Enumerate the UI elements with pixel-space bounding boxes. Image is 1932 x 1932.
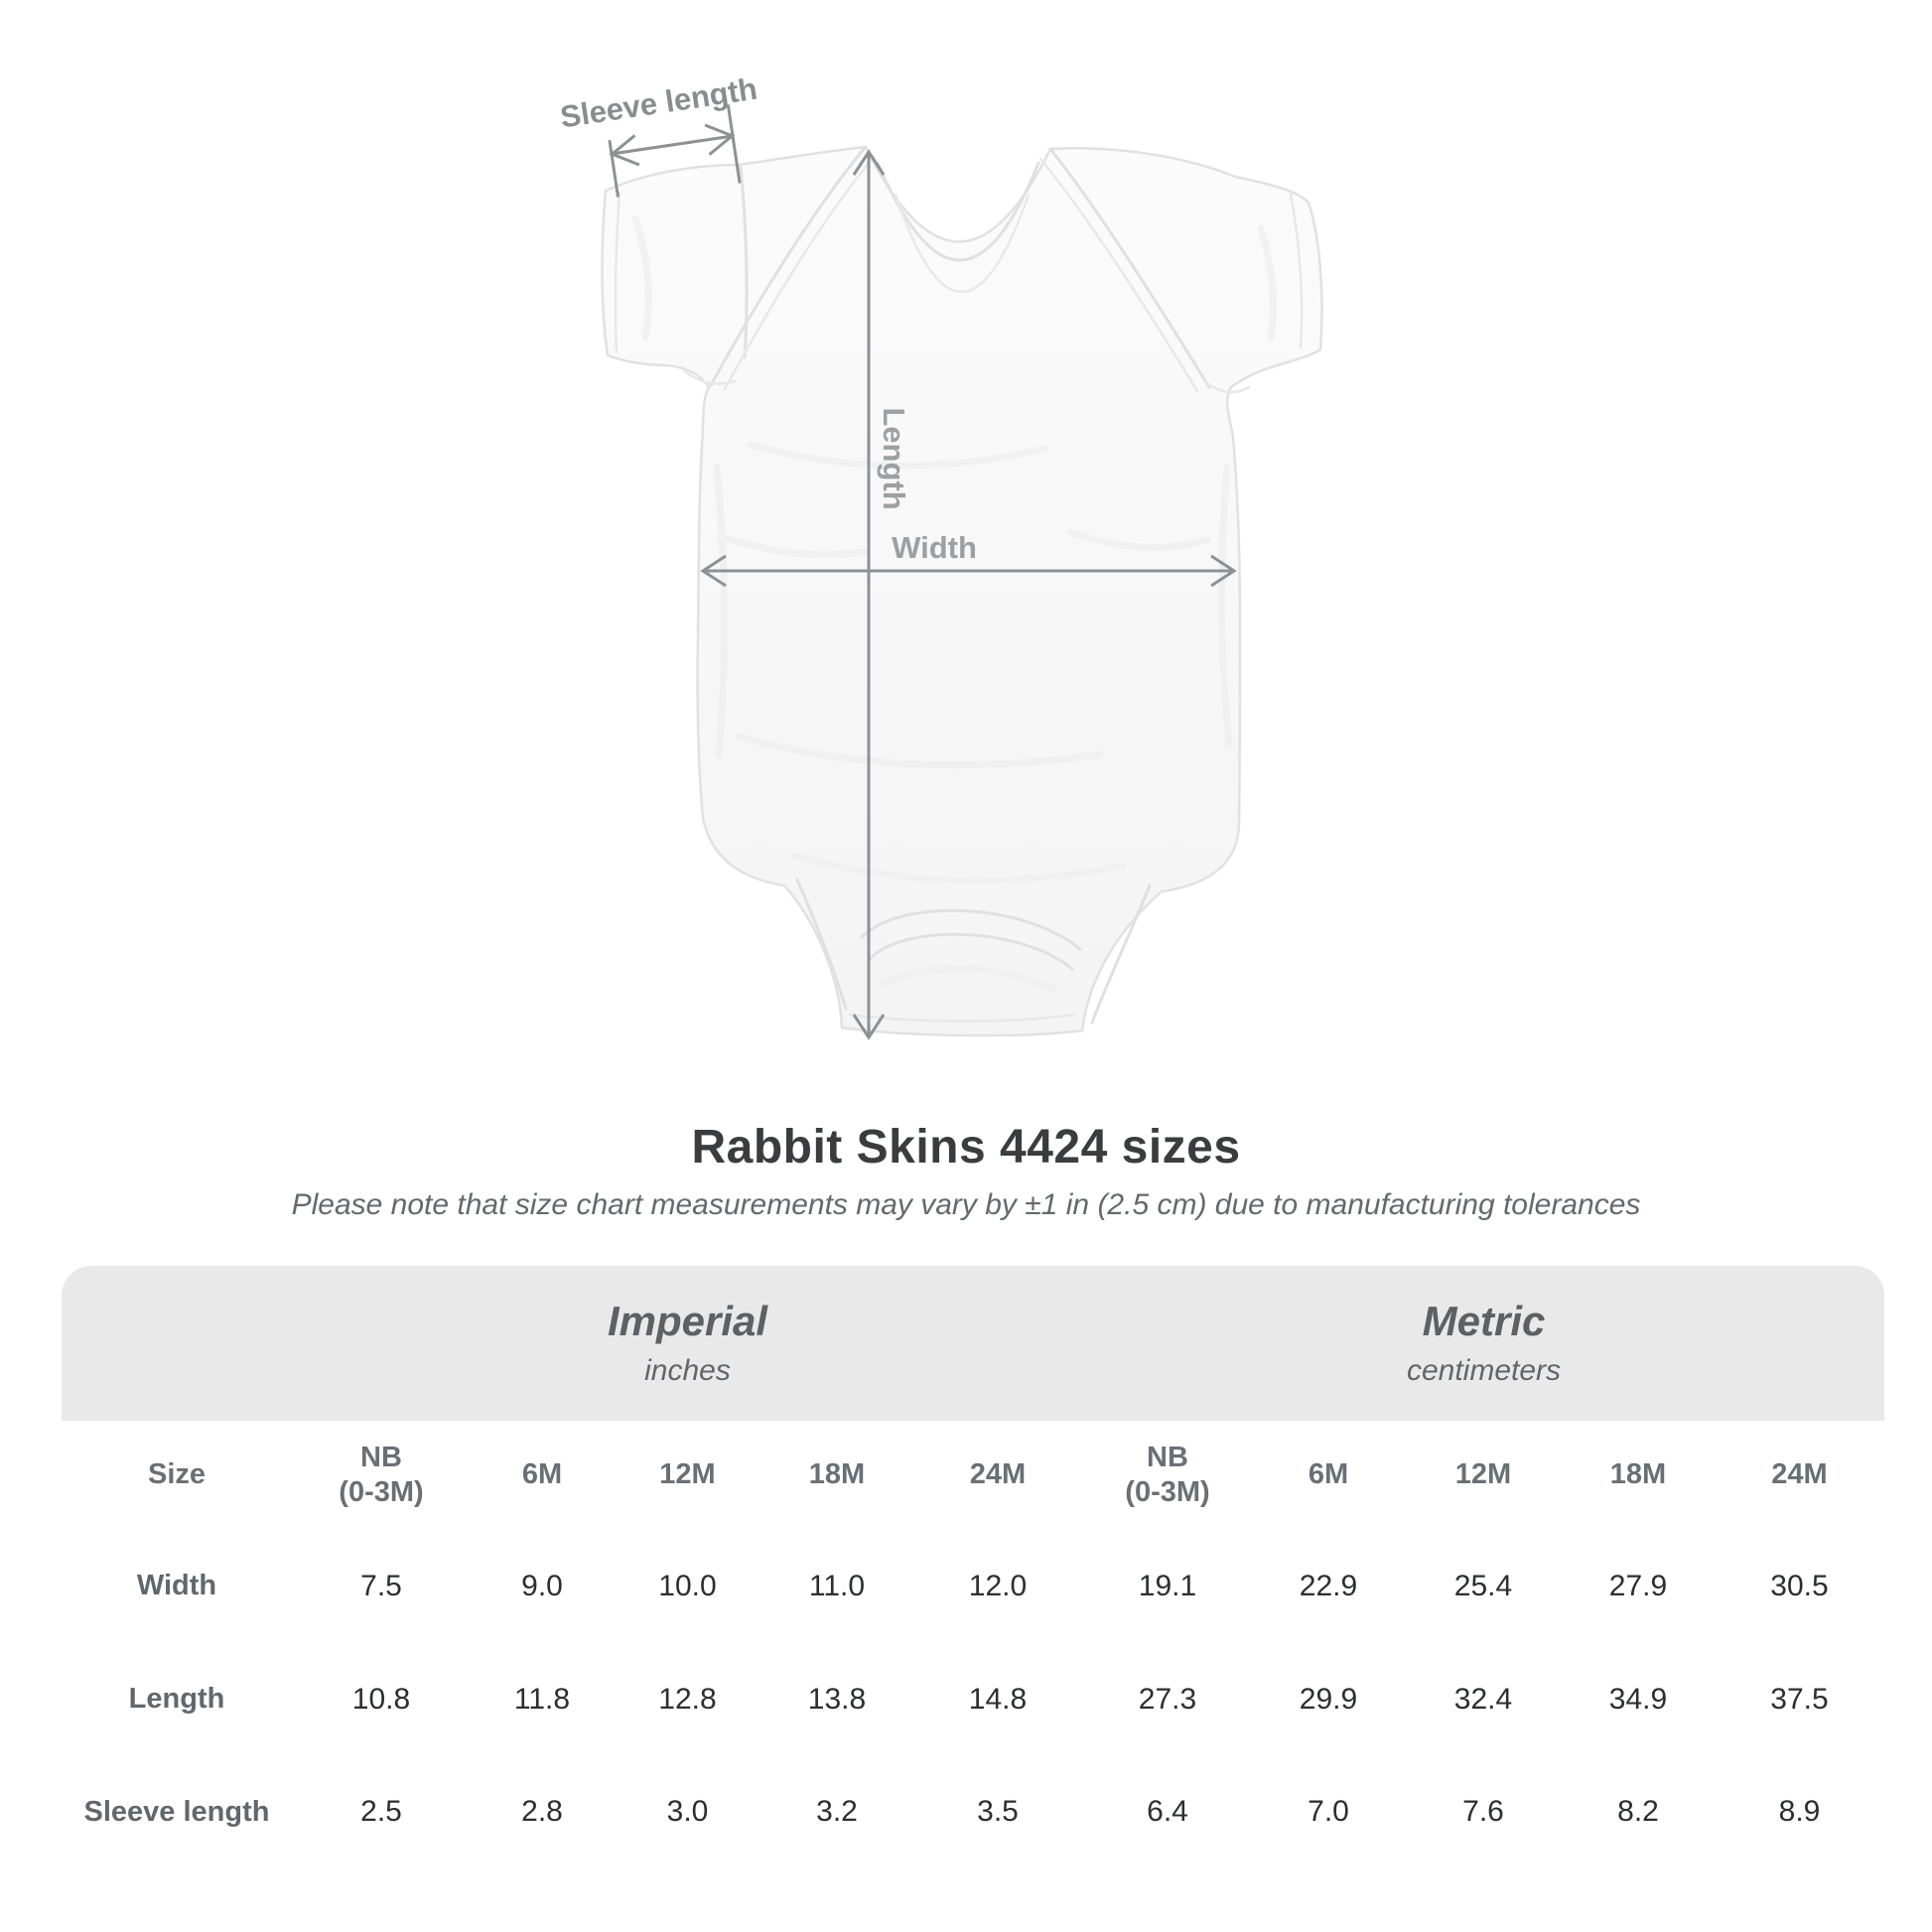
sleeve-extension-tick-left <box>608 139 620 198</box>
length-metric-6m: 29.9 <box>1299 1682 1358 1716</box>
metric-label: Metric <box>1422 1297 1546 1344</box>
right-flap-stitch <box>1038 157 1199 393</box>
width-imperial-12m: 10.0 <box>658 1569 717 1602</box>
bodysuit-diagram-svg: Sleeve length Length Width <box>558 71 1323 1040</box>
bodysuit-illustration <box>601 145 1323 1037</box>
left-envelope-flap-edge <box>709 147 866 387</box>
col-header-metric-12m: 12M <box>1454 1458 1512 1491</box>
crotch-flap-top-edge <box>860 908 1082 951</box>
chart-heading: Rabbit Skins 4424 sizes Please note that… <box>0 1120 1932 1222</box>
width-metric-nb: 19.1 <box>1138 1569 1197 1602</box>
seam-lines <box>709 147 1211 1025</box>
bottom-hem-stitch <box>848 1013 1076 1023</box>
bodysuit-measurement-diagram: Sleeve length Length Width <box>558 71 1323 1040</box>
left-flap-stitch <box>723 155 876 391</box>
stitch-lines <box>614 155 1304 1023</box>
right-underarm-stitch <box>1205 381 1251 394</box>
left-underarm-stitch <box>683 369 737 385</box>
col-header-imperial-12m: 12M <box>659 1458 716 1491</box>
sleeve-imperial-6m: 2.8 <box>521 1795 563 1828</box>
sleeve-metric-24m: 8.9 <box>1778 1795 1821 1828</box>
width-arrowhead-right <box>1210 554 1237 588</box>
width-imperial-18m: 11.0 <box>808 1569 866 1602</box>
col-header-metric-nb: NB (0-3M) <box>1125 1441 1210 1508</box>
row-label-width: Width <box>136 1570 217 1601</box>
sleeve-metric-nb: 6.4 <box>1147 1795 1188 1828</box>
left-leg-binding <box>795 878 848 1011</box>
size-chart-table: Imperial inches Metric centimeters Size … <box>62 1266 1884 1868</box>
width-metric-12m: 25.4 <box>1453 1569 1513 1602</box>
size-column-header: Size <box>147 1458 207 1491</box>
length-label: Length <box>877 407 911 509</box>
bodysuit-silhouette <box>601 145 1323 1037</box>
sleeve-imperial-24m: 3.5 <box>977 1795 1019 1828</box>
col-header-imperial-nb: NB (0-3M) <box>339 1441 424 1508</box>
left-cuff-stitch <box>614 191 621 353</box>
length-imperial-12m: 12.8 <box>658 1682 717 1716</box>
sleeve-extension-tick-right <box>726 104 742 184</box>
col-header-imperial-18m: 18M <box>808 1458 866 1491</box>
size-chart-grid: Size NB (0-3M) 6M 12M 18M 24M NB (0-3M) 6M… <box>62 1421 1884 1868</box>
width-imperial-24m: 12.0 <box>968 1569 1028 1602</box>
width-imperial-nb: 7.5 <box>360 1569 402 1602</box>
col-header-imperial-6m: 6M <box>521 1458 563 1491</box>
unit-group-imperial: Imperial inches <box>292 1266 1083 1421</box>
dimension-lines <box>608 104 1237 1040</box>
length-metric-18m: 34.9 <box>1608 1682 1668 1716</box>
sleeve-length-label: Sleeve length <box>558 71 759 135</box>
collar-shadow <box>894 193 1031 294</box>
row-label-sleeve-length: Sleeve length <box>83 1795 270 1828</box>
length-metric-nb: 27.3 <box>1138 1682 1197 1716</box>
width-arrowhead-left <box>700 554 727 588</box>
length-arrowhead-bottom <box>852 1014 886 1040</box>
width-metric-6m: 22.9 <box>1299 1569 1358 1602</box>
col-header-metric-18m: 18M <box>1609 1458 1667 1491</box>
crotch-flap-bottom-edge <box>868 932 1074 971</box>
unit-group-metric: Metric centimeters <box>1083 1266 1884 1421</box>
sleeve-dimension-line <box>611 134 734 156</box>
right-cuff-stitch <box>1289 193 1304 349</box>
length-metric-12m: 32.4 <box>1453 1682 1513 1716</box>
row-label-length: Length <box>128 1683 225 1715</box>
sleeve-metric-18m: 8.2 <box>1617 1795 1659 1828</box>
right-leg-binding <box>1090 884 1152 1025</box>
col-header-metric-24m: 24M <box>1771 1458 1828 1491</box>
col-header-imperial-24m: 24M <box>969 1458 1027 1491</box>
length-imperial-6m: 11.8 <box>513 1682 571 1716</box>
page-title: Rabbit Skins 4424 sizes <box>691 1121 1241 1173</box>
left-sleeve-seam <box>739 165 749 359</box>
length-imperial-nb: 10.8 <box>351 1682 411 1716</box>
width-label: Width <box>892 530 977 565</box>
sleeve-imperial-nb: 2.5 <box>360 1795 402 1828</box>
width-metric-24m: 30.5 <box>1770 1569 1829 1602</box>
tolerance-note: Please note that size chart measurements… <box>291 1188 1641 1221</box>
width-metric-18m: 27.9 <box>1608 1569 1668 1602</box>
col-header-metric-6m: 6M <box>1308 1458 1349 1491</box>
length-imperial-24m: 14.8 <box>968 1682 1028 1716</box>
sleeve-metric-6m: 7.0 <box>1308 1795 1349 1828</box>
unit-header-band: Imperial inches Metric centimeters <box>62 1266 1884 1421</box>
fabric-wrinkles <box>631 214 1277 993</box>
length-imperial-18m: 13.8 <box>807 1682 867 1716</box>
sleeve-metric-12m: 7.6 <box>1462 1795 1504 1828</box>
sleeve-imperial-18m: 3.2 <box>816 1795 858 1828</box>
imperial-label: Imperial <box>607 1297 768 1344</box>
sleeve-imperial-12m: 3.0 <box>666 1795 709 1828</box>
length-arrowhead-top <box>852 149 886 176</box>
imperial-unit-label: inches <box>644 1354 731 1388</box>
width-imperial-6m: 9.0 <box>521 1569 563 1602</box>
metric-unit-label: centimeters <box>1406 1354 1562 1388</box>
length-metric-24m: 37.5 <box>1770 1682 1829 1716</box>
right-envelope-flap-edge <box>1048 147 1211 389</box>
